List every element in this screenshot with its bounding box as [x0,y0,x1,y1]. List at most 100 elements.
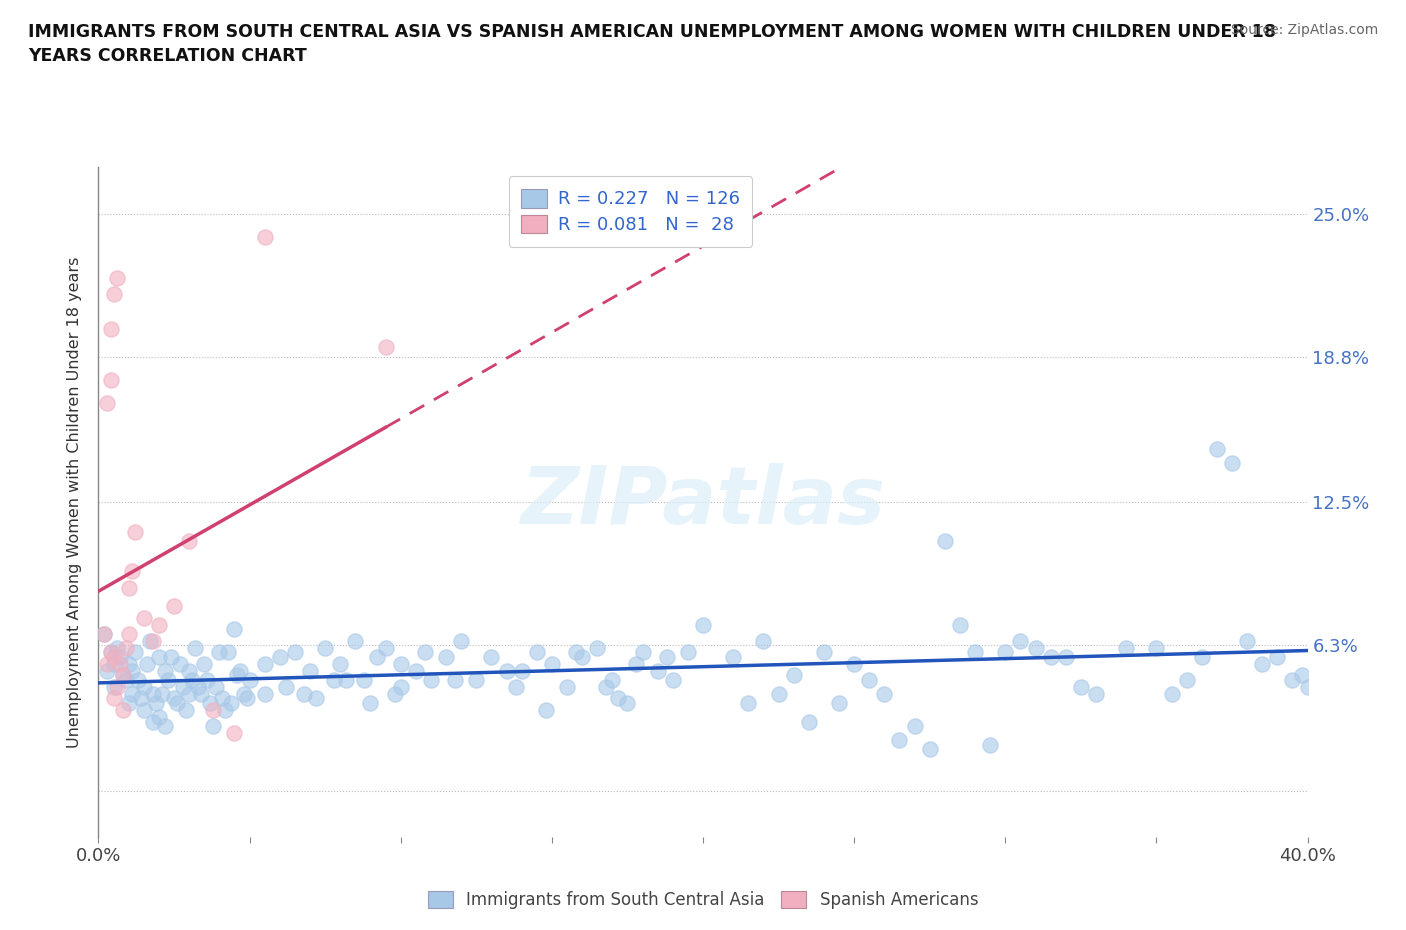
Point [100,644,122,659]
Point [495,663,517,678]
Y-axis label: Unemployment Among Women with Children Under 18 years: Unemployment Among Women with Children U… [67,257,83,748]
Point [142,633,165,648]
Point [226,668,249,683]
Point [108,649,131,664]
Point [360,696,382,711]
Point [1267,649,1289,664]
Point [148,649,170,664]
Point [526,644,548,659]
Point [889,733,911,748]
Point [103,691,125,706]
Point [540,657,562,671]
Point [105,271,128,286]
Point [96,395,118,410]
Point [768,686,790,701]
Point [1039,649,1062,664]
Point [444,672,467,687]
Point [305,691,328,706]
Point [595,680,617,695]
Point [602,672,624,687]
Point [142,686,165,701]
Point [232,686,254,701]
Point [202,702,225,717]
Point [200,696,222,711]
Point [217,644,239,659]
Point [211,691,233,706]
Point [100,322,122,337]
Point [190,686,212,701]
Point [118,657,141,671]
Point [450,633,472,648]
Point [284,644,307,659]
Point [1291,668,1313,683]
Point [224,622,246,637]
Point [353,672,375,687]
Point [323,672,346,687]
Point [96,657,118,671]
Point [114,640,136,655]
Point [174,702,197,717]
Point [335,672,357,687]
Point [1054,649,1077,664]
Point [269,649,291,664]
Point [100,372,122,387]
Point [179,663,201,678]
Point [534,702,557,717]
Point [93,627,115,642]
Point [616,696,638,711]
Point [374,640,396,655]
Point [100,644,122,659]
Point [132,680,155,695]
Point [205,680,228,695]
Point [118,627,141,642]
Point [224,725,246,740]
Point [121,686,143,701]
Point [1296,680,1319,695]
Point [139,633,162,648]
Point [1281,672,1303,687]
Point [124,644,146,659]
Point [121,564,143,578]
Point [127,672,149,687]
Point [274,680,297,695]
Point [124,525,146,539]
Point [1220,456,1243,471]
Point [1206,442,1229,457]
Point [129,691,152,706]
Point [1236,633,1258,648]
Point [299,663,322,678]
Point [103,287,125,302]
Point [813,644,835,659]
Point [723,649,745,664]
Point [586,640,609,655]
Point [631,644,654,659]
Point [103,649,125,664]
Point [221,696,243,711]
Point [118,580,141,595]
Point [103,657,125,671]
Point [626,657,648,671]
Point [1175,672,1198,687]
Point [202,719,225,734]
Point [1010,633,1032,648]
Point [565,644,588,659]
Point [918,742,941,757]
Point [692,618,714,632]
Point [828,696,851,711]
Point [235,691,257,706]
Point [118,696,141,711]
Point [510,663,533,678]
Point [344,633,367,648]
Point [179,534,201,549]
Point [145,696,167,711]
Point [366,649,388,664]
Point [934,534,956,549]
Point [121,663,143,678]
Point [1024,640,1046,655]
Point [179,686,201,701]
Point [150,686,173,701]
Point [965,644,987,659]
Point [153,719,176,734]
Point [571,649,593,664]
Point [420,672,443,687]
